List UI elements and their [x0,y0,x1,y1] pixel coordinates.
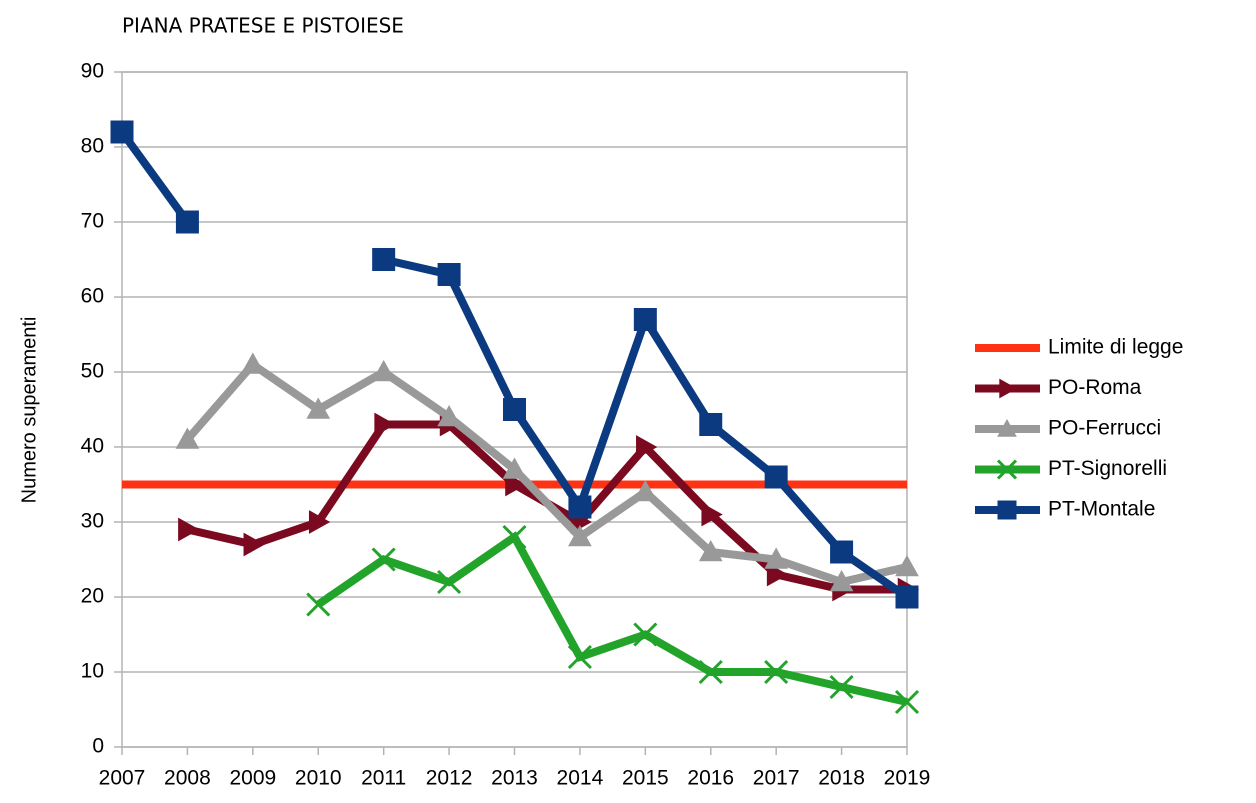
data-point [633,622,658,647]
y-tick-label: 20 [81,585,104,608]
x-tick-label: 2016 [687,767,734,790]
y-tick-label: 30 [81,510,104,533]
x-tick-label: 2012 [426,767,473,790]
data-point [829,569,854,592]
data-point [568,524,592,547]
data-point [568,495,592,519]
y-tick-label: 90 [81,60,104,83]
data-point [374,412,396,437]
data-point [502,524,527,550]
data-point [175,210,199,234]
legend-label: Limite di legge [1048,336,1183,359]
x-tick-label: 2019 [884,767,931,790]
data-point [633,308,657,331]
legend-label: PT-Signorelli [1048,457,1167,480]
data-point [829,674,854,700]
legend-marker [999,378,1018,399]
legend-marker [997,500,1017,520]
x-tick-label: 2010 [295,767,342,790]
x-tick-label: 2008 [164,767,211,790]
data-point [764,659,789,685]
legend-marker [996,459,1018,480]
data-point [766,562,789,587]
data-point [175,427,200,449]
data-point [371,547,396,572]
data-point [764,547,789,569]
y-axis-label: Numero superamenti [18,317,40,504]
series-line [184,359,908,587]
x-tick-label: 2007 [99,767,146,790]
data-point [178,517,200,542]
data-point [110,120,134,144]
data-point [371,359,396,382]
data-point [240,352,265,374]
y-tick-label: 50 [81,360,104,383]
data-point [308,510,331,534]
legend-marker [997,418,1017,437]
data-point [636,435,658,459]
y-tick-label: 10 [81,660,104,683]
y-tick-label: 60 [81,285,104,308]
series-line [315,531,908,706]
data-point [306,397,331,419]
legend-label: PO-Roma [1048,376,1142,399]
data-point [699,413,723,436]
data-point [437,569,462,595]
y-tick-label: 40 [81,435,104,458]
x-tick-label: 2018 [818,767,865,790]
data-point [437,404,461,427]
data-point [698,539,723,562]
data-point [701,502,723,527]
data-point [894,689,920,715]
data-point [633,479,658,502]
y-tick-label: 0 [92,735,104,758]
data-point [502,457,527,479]
data-point [895,554,919,577]
data-point [372,248,396,271]
y-tick-label: 70 [81,210,104,233]
y-tick-label: 80 [81,135,104,158]
x-tick-label: 2014 [557,767,604,790]
data-point [503,398,526,421]
data-point [243,532,265,557]
x-tick-label: 2017 [753,767,800,790]
data-point [698,659,723,685]
x-tick-label: 2013 [491,767,538,790]
x-tick-label: 2009 [229,767,276,790]
data-point [437,263,461,286]
chart-title: PIANA PRATESE E PISTOIESE [122,14,404,38]
data-point [764,465,788,489]
data-point [505,472,527,497]
data-point [830,540,854,564]
legend-label: PT-Montale [1048,498,1155,521]
legend-label: PO-Ferrucci [1048,417,1161,440]
data-point [567,644,592,670]
x-tick-label: 2015 [622,767,669,790]
x-tick-label: 2011 [361,767,406,790]
series-line [118,129,910,601]
data-point [306,592,331,617]
data-point [895,585,919,609]
